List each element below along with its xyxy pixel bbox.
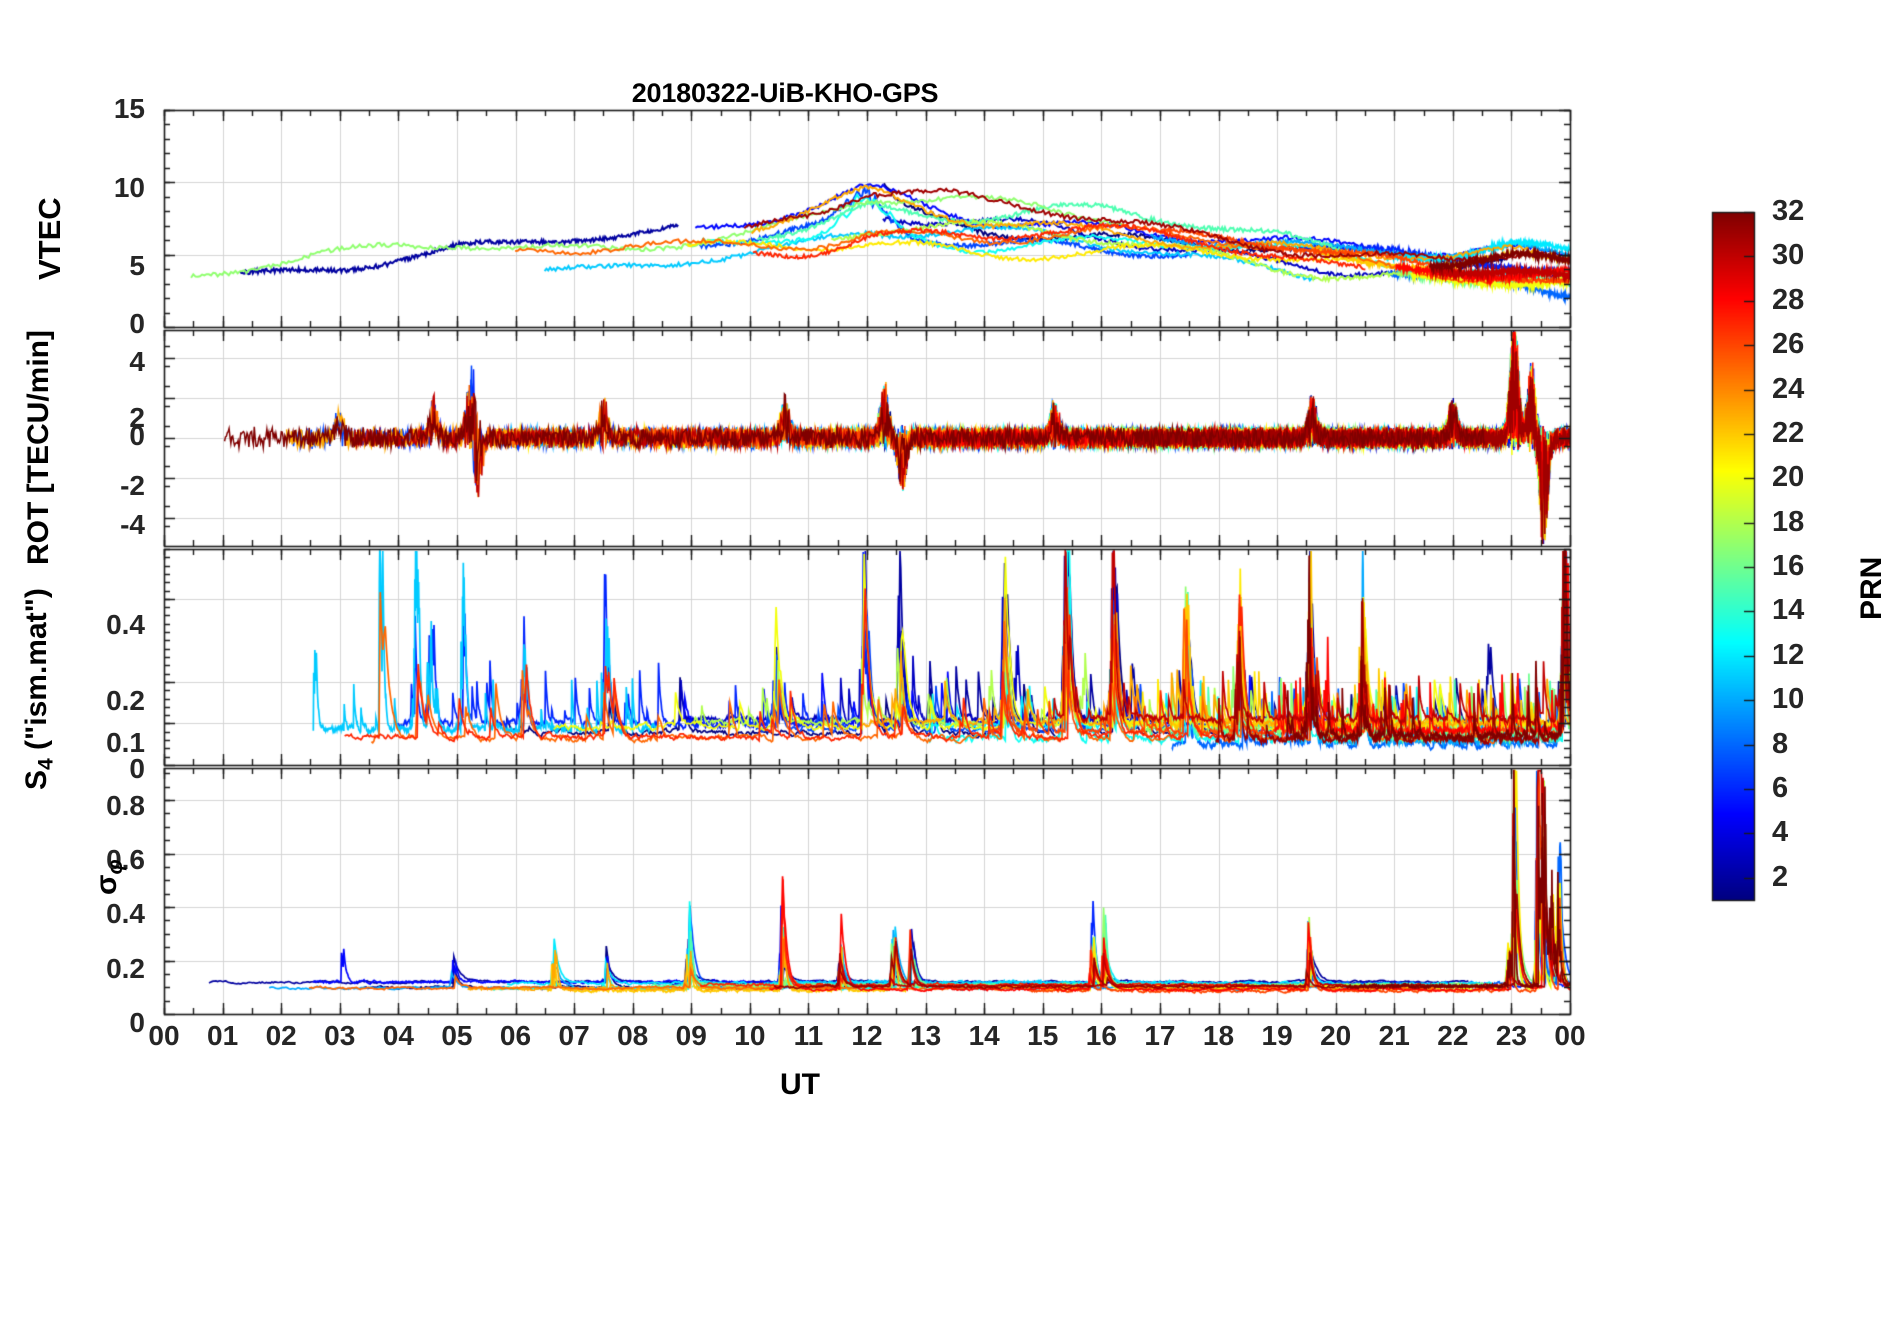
colorbar-tick-16: 16 <box>1772 550 1805 583</box>
colorbar-tick-22: 22 <box>1772 416 1805 449</box>
ytick-rot-0: 0 <box>129 420 145 451</box>
colorbar-tick-8: 8 <box>1772 727 1789 760</box>
colorbar-tick-2: 2 <box>1772 860 1789 893</box>
ytick-sig-02: 0.2 <box>106 953 145 984</box>
ytick-rot-2: 2 <box>129 402 145 433</box>
xtick-16: 16 <box>1085 1020 1117 1051</box>
xtick-6: 06 <box>499 1020 532 1051</box>
xtick-4: 04 <box>382 1020 414 1051</box>
xtick-3: 03 <box>324 1020 356 1051</box>
xtick-20: 20 <box>1320 1020 1352 1051</box>
ytick-rot-4: 4 <box>129 346 145 377</box>
ylabel-sigma-phi: σφ <box>90 859 128 895</box>
ytick-vtec-15: 15 <box>113 93 145 124</box>
colorbar-tick-10: 10 <box>1772 683 1805 716</box>
colorbar-tick-32: 32 <box>1772 195 1805 227</box>
xlabel: UT <box>780 1068 820 1101</box>
ytick-s4-04: 0.4 <box>106 609 145 640</box>
ytick-vtec-5: 5 <box>129 250 145 281</box>
colorbar-tick-30: 30 <box>1772 239 1805 272</box>
colorbar-tick-14: 14 <box>1772 594 1805 627</box>
xtick-10: 10 <box>734 1020 766 1051</box>
ylabel-sigma-phi-sub: φ <box>102 859 128 875</box>
ytick-sig-08: 0.8 <box>106 790 145 821</box>
xtick-24: 00 <box>1554 1020 1586 1051</box>
ylabel-s4: S4 ("ism.mat") <box>20 588 58 790</box>
xtick-15: 15 <box>1027 1020 1059 1051</box>
ytick-rot-m4: -4 <box>120 509 145 540</box>
xtick-7: 07 <box>558 1020 590 1051</box>
ytick-vtec-10: 10 <box>113 172 145 203</box>
xtick-22: 22 <box>1437 1020 1469 1051</box>
ytick-s4-01: 0.1 <box>106 727 145 758</box>
xtick-0: 00 <box>148 1020 180 1051</box>
colorbar-tick-28: 28 <box>1772 283 1805 316</box>
ytick-s4-02: 0.2 <box>106 685 145 716</box>
ylabel-vtec: VTEC <box>32 197 67 280</box>
ytick-sig-04: 0.4 <box>106 898 145 929</box>
xtick-23: 23 <box>1495 1020 1527 1051</box>
colorbar-tick-6: 6 <box>1772 772 1789 805</box>
colorbar-label: PRN <box>1855 556 1888 620</box>
ylabel-s4-sub: 4 <box>34 758 58 770</box>
ytick-sig-0: 0 <box>129 1007 145 1038</box>
ytick-s4-0: 0 <box>129 753 145 784</box>
xtick-14: 14 <box>968 1020 1000 1051</box>
xtick-5: 05 <box>441 1020 473 1051</box>
colorbar-tick-26: 26 <box>1772 328 1805 361</box>
xtick-11: 11 <box>793 1020 824 1051</box>
ylabel-vtec-text: VTEC <box>32 197 67 280</box>
xtick-12: 12 <box>851 1020 883 1051</box>
xtick-19: 19 <box>1261 1020 1293 1051</box>
xtick-2: 02 <box>265 1020 297 1051</box>
xtick-1: 01 <box>207 1020 239 1051</box>
colorbar-tick-20: 20 <box>1772 461 1805 494</box>
xtick-17: 17 <box>1144 1020 1176 1051</box>
ytick-rot-m2: -2 <box>120 470 145 501</box>
ylabel-rot: ROT [TECU/min] <box>22 330 55 565</box>
xtick-18: 18 <box>1202 1020 1235 1051</box>
colorbar-tick-12: 12 <box>1772 638 1805 671</box>
colorbar-tick-18: 18 <box>1772 505 1805 538</box>
ytick-vtec-0: 0 <box>129 308 145 339</box>
colorbar-tick-4: 4 <box>1772 816 1789 849</box>
ylabel-rot-text: ROT [TECU/min] <box>22 330 55 565</box>
xtick-9: 09 <box>675 1020 707 1051</box>
xtick-8: 08 <box>617 1020 649 1051</box>
colorbar-tick-24: 24 <box>1772 372 1805 405</box>
xtick-13: 13 <box>910 1020 942 1051</box>
ytick-sig-06: 0.6 <box>106 844 145 875</box>
xtick-21: 21 <box>1378 1020 1410 1051</box>
